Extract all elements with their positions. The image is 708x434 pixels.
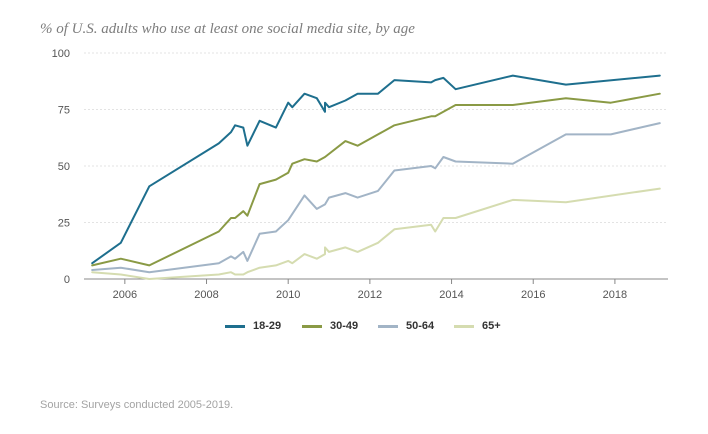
series-line-30-49: [91, 92, 661, 267]
legend-label: 65+: [482, 320, 501, 332]
legend-swatch: [454, 324, 474, 328]
x-tick-label: 2012: [358, 289, 382, 301]
y-tick-label: 25: [58, 218, 70, 230]
x-tick-label: 2018: [603, 289, 627, 301]
legend-label: 18-29: [253, 320, 282, 332]
y-axis-ticks: 0 25 50 75 100: [52, 48, 70, 286]
x-tick-label: 2014: [439, 289, 463, 301]
legend-label: 50-64: [406, 320, 435, 332]
legend-swatch: [378, 324, 398, 328]
series-line-50-64: [91, 122, 661, 274]
series-line-65+: [91, 187, 661, 280]
x-tick-label: 2016: [521, 289, 545, 301]
x-axis-ticks: 2006 2008 2010 2012 2014 2016 2018: [113, 279, 627, 301]
source-note: Source: Surveys conducted 2005-2019.: [40, 399, 234, 411]
legend-item: 30-49: [302, 320, 358, 332]
y-tick-label: 100: [52, 48, 70, 60]
y-tick-label: 0: [64, 274, 70, 286]
legend-item: 50-64: [378, 320, 434, 332]
legend-label: 30-49: [330, 320, 359, 332]
x-tick-label: 2008: [194, 289, 218, 301]
y-tick-label: 50: [58, 161, 70, 173]
series-lines: [91, 74, 661, 280]
chart-title: % of U.S. adults who use at least one so…: [40, 21, 415, 37]
x-tick-label: 2006: [113, 289, 137, 301]
x-tick-label: 2010: [276, 289, 300, 301]
legend-item: 18-29: [225, 320, 281, 332]
y-tick-label: 75: [58, 105, 70, 117]
legend-item: 65+: [454, 320, 501, 332]
legend: 18-29 30-49 50-64 65+: [0, 320, 708, 334]
legend-swatch: [225, 324, 245, 328]
gridlines: [84, 52, 668, 223]
legend-swatch: [302, 324, 322, 328]
series-line-18-29: [91, 74, 661, 265]
